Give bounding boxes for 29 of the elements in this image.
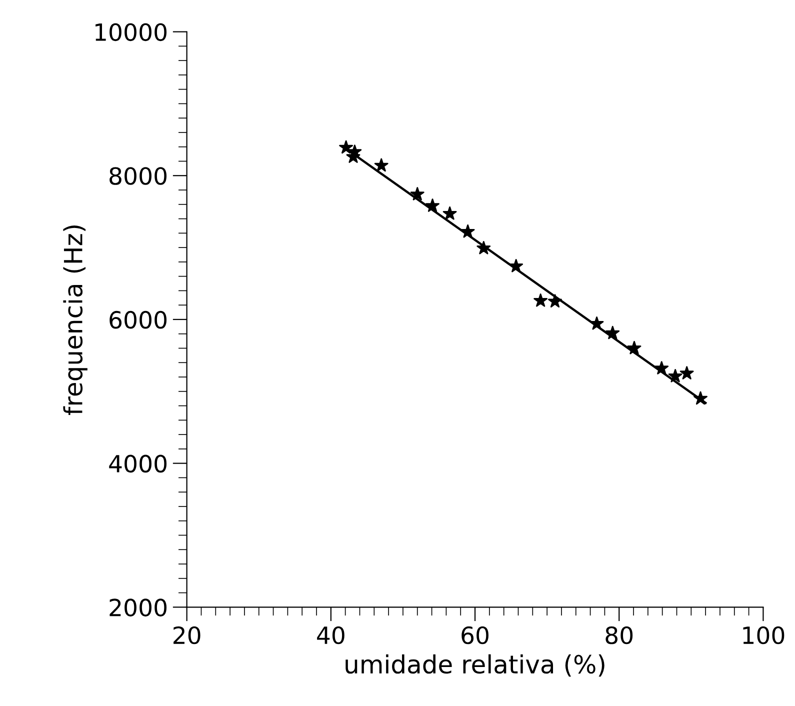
point [460,224,475,238]
point [606,326,620,340]
point [374,158,388,172]
point [590,316,604,330]
x-tick-label: 60 [462,626,488,644]
y-tick-label: 2000 [110,598,167,616]
point [410,187,424,200]
y-tick-label: 8000 [110,167,167,185]
point [680,366,694,380]
y-tick-label: 6000 [110,310,167,329]
point [426,198,440,212]
y-tick-label: 10000 [96,23,167,42]
point [442,206,457,220]
point [548,294,562,308]
point [534,293,548,307]
x-tick-label: 40 [317,626,344,644]
x-axis-title: umidade relativa (%) [346,654,604,677]
point [668,369,682,382]
point [509,258,524,272]
y-axis-title: frequencia (Hz) [63,226,88,416]
x-tick-label: 100 [743,626,784,644]
point [339,140,354,154]
point [627,340,642,354]
y-tick-label: 4000 [109,454,167,473]
point [476,240,491,254]
point [654,361,669,374]
point [694,391,708,405]
x-tick-label: 20 [174,626,200,644]
x-tick-label: 80 [606,626,633,644]
